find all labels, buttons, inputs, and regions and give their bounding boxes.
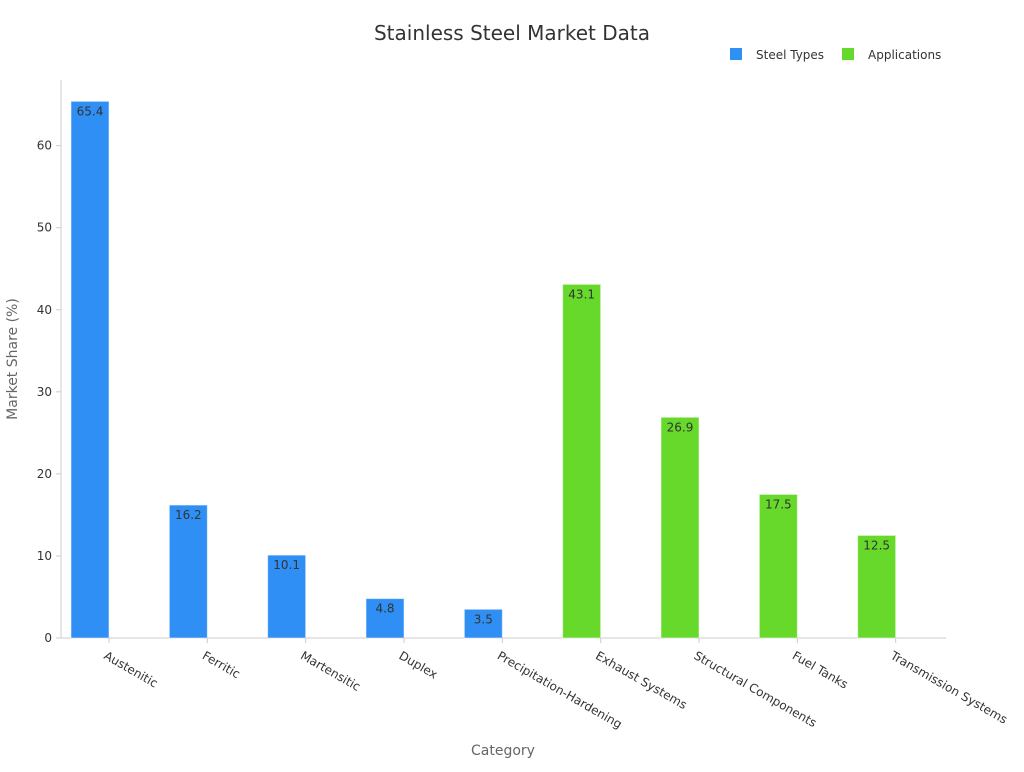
bar-value-label: 10.1 — [273, 558, 300, 572]
bar-value-label: 17.5 — [765, 497, 792, 511]
x-tick-label: Exhaust Systems — [593, 648, 689, 712]
x-tick-label: Ferritic — [200, 648, 243, 681]
legend-swatch — [730, 48, 742, 60]
bar-value-label: 3.5 — [474, 612, 493, 626]
bar — [267, 554, 307, 639]
bar-value-label: 26.9 — [667, 420, 694, 434]
y-tick-label: 60 — [37, 139, 52, 153]
bars: 65.4 16.2 10.1 4.8 3.5 43.1 26.9 17.5 12.5 — [70, 100, 897, 639]
x-tick-label: Austenitic — [102, 648, 161, 690]
legend-label: Applications — [868, 48, 941, 62]
bar — [758, 493, 798, 639]
bar-value-label: 65.4 — [77, 104, 104, 118]
y-tick-label: 50 — [37, 221, 52, 235]
legend: Steel Types Applications — [730, 48, 941, 62]
y-tick-label: 10 — [37, 549, 52, 563]
y-axis-ticks: 0 10 20 30 40 50 60 — [37, 139, 61, 645]
x-axis-ticks: Austenitic Ferritic Martensitic Duplex Preci… — [102, 638, 1010, 731]
bar-value-label: 4.8 — [375, 602, 394, 616]
bar — [562, 283, 602, 639]
y-tick-label: 40 — [37, 303, 52, 317]
y-tick-label: 30 — [37, 385, 52, 399]
y-tick-label: 0 — [44, 631, 52, 645]
x-tick-label: Martensitic — [298, 648, 363, 693]
y-tick-label: 20 — [37, 467, 52, 481]
y-axis-label: Market Share (%) — [5, 298, 21, 420]
bar-value-label: 16.2 — [175, 508, 202, 522]
bar-value-label: 12.5 — [863, 538, 890, 552]
bar — [660, 416, 700, 639]
bar — [168, 504, 208, 639]
bar — [463, 608, 503, 639]
x-tick-label: Transmission Systems — [887, 648, 1009, 727]
x-tick-label: Fuel Tanks — [790, 648, 851, 691]
legend-label: Steel Types — [756, 48, 824, 62]
x-axis-label: Category — [471, 743, 535, 759]
bar — [857, 534, 897, 639]
x-tick-label: Duplex — [397, 648, 440, 681]
chart-title: Stainless Steel Market Data — [374, 21, 650, 45]
bar — [365, 598, 405, 639]
bar — [70, 100, 110, 639]
legend-swatch — [842, 48, 854, 60]
bar-value-label: 43.1 — [568, 287, 595, 301]
